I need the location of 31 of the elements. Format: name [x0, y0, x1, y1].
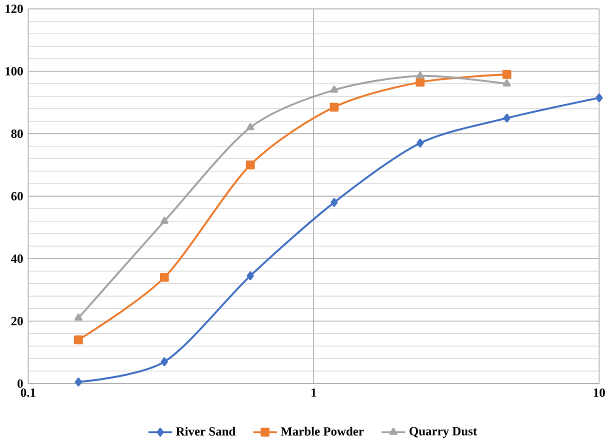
point	[503, 114, 510, 122]
y-tick-label: 100	[6, 67, 23, 76]
legend-label: Marble Powder	[280, 426, 364, 436]
point	[160, 357, 168, 366]
point	[74, 378, 82, 386]
y-tick-label: 120	[6, 4, 23, 13]
y-tick-label: 0	[18, 379, 23, 388]
point	[74, 335, 83, 344]
y-tick-label: 40	[11, 254, 23, 263]
point	[416, 71, 424, 79]
point	[416, 138, 424, 148]
y-tick-label: 80	[11, 129, 23, 138]
legend-label: River Sand	[176, 426, 236, 436]
point	[330, 102, 339, 112]
legend-label: Quarry Dust	[410, 427, 478, 438]
point	[502, 70, 512, 79]
y-tick-label: 20	[11, 316, 23, 326]
point	[416, 78, 425, 87]
x-tick-label: 1	[312, 388, 316, 397]
point	[246, 271, 254, 280]
y-tick-label: 60	[11, 192, 23, 200]
x-tick-label: 10	[594, 388, 605, 397]
point	[502, 79, 511, 86]
point	[160, 272, 169, 282]
x-tick-label: 0.1	[20, 388, 36, 397]
point	[246, 123, 254, 130]
point	[330, 86, 338, 93]
point	[246, 160, 255, 170]
point	[74, 314, 82, 321]
point	[330, 198, 338, 207]
point	[160, 216, 168, 224]
